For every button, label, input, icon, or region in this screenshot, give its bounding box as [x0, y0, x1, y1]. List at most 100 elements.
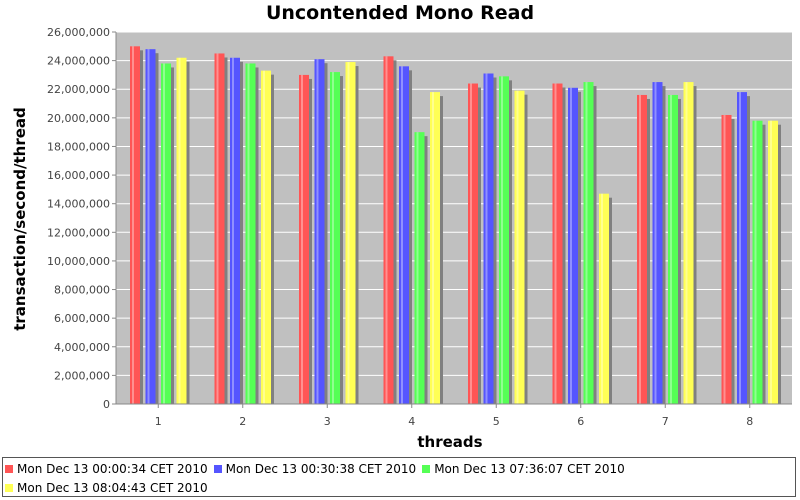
bar [161, 63, 171, 404]
bar-highlight [501, 76, 503, 404]
bar [399, 66, 409, 404]
bar-highlight [263, 70, 265, 404]
y-tick-label: 22,000,000 [47, 83, 110, 96]
bar [721, 114, 732, 404]
x-tick-label: 1 [155, 415, 162, 428]
legend-swatch [213, 464, 222, 473]
legend-swatch [422, 464, 431, 473]
bar-highlight [570, 87, 572, 405]
bar-highlight [554, 83, 557, 404]
bar [314, 59, 325, 404]
bar-highlight [178, 57, 181, 404]
bar-highlight [485, 73, 488, 404]
bar-highlight [247, 63, 250, 404]
bar [568, 87, 578, 405]
bar-highlight [754, 120, 757, 404]
bar-highlight [770, 120, 772, 404]
bar [345, 62, 356, 405]
bar-highlight [654, 82, 657, 405]
bar-highlight [639, 94, 641, 404]
bar-highlight [347, 62, 350, 405]
legend-label: Mon Dec 13 00:00:34 CET 2010 [17, 461, 208, 476]
bar-highlight [232, 57, 234, 404]
bar-highlight [316, 59, 319, 404]
x-tick-label: 3 [324, 415, 331, 428]
y-tick-label: 26,000,000 [47, 26, 110, 39]
y-tick-label: 18,000,000 [47, 140, 110, 153]
bar-highlight [432, 92, 434, 404]
bar [637, 94, 647, 404]
bar-highlight [332, 72, 334, 405]
y-tick-label: 16,000,000 [47, 169, 110, 182]
bar [668, 94, 678, 404]
bar-highlight [601, 193, 603, 404]
y-tick-label: 2,000,000 [54, 369, 110, 382]
bar [599, 193, 609, 404]
x-tick-label: 6 [577, 415, 584, 428]
bar [552, 83, 563, 404]
bar [483, 73, 494, 404]
bar [752, 120, 763, 404]
x-axis-label: threads [417, 433, 482, 451]
bar-highlight [132, 46, 134, 405]
y-tick-label: 10,000,000 [47, 255, 110, 268]
bar-highlight [416, 132, 419, 404]
bar [583, 82, 594, 405]
bar [652, 82, 663, 405]
legend-swatch [5, 483, 13, 492]
bar [414, 132, 425, 404]
bar-highlight [163, 63, 165, 404]
legend-item: Mon Dec 13 08:04:43 CET 2010 [5, 478, 208, 497]
bar [214, 53, 225, 404]
legend-label: Mon Dec 13 00:30:38 CET 2010 [225, 461, 417, 476]
bar-highlight [516, 90, 519, 405]
x-tick-label: 7 [662, 415, 669, 428]
bar [261, 70, 271, 404]
bar-highlight [723, 114, 726, 404]
bar [330, 72, 340, 405]
y-tick-label: 6,000,000 [54, 312, 110, 325]
y-tick-label: 12,000,000 [47, 226, 110, 239]
bar [683, 82, 694, 405]
legend-label: Mon Dec 13 08:04:43 CET 2010 [17, 480, 208, 495]
y-tick-label: 4,000,000 [54, 341, 110, 354]
bar-highlight [385, 56, 388, 404]
bar [514, 90, 525, 405]
legend-item: Mon Dec 13 07:36:07 CET 2010 [422, 459, 625, 478]
y-tick-label: 14,000,000 [47, 198, 110, 211]
y-axis-label: transaction/second/thread [11, 107, 29, 331]
bar [245, 63, 256, 404]
y-tick-label: 0 [103, 398, 110, 411]
chart-title: Uncontended Mono Read [265, 2, 535, 24]
bar [768, 120, 778, 404]
bar-highlight [585, 82, 588, 405]
bar-highlight [685, 82, 688, 405]
bar [299, 74, 309, 404]
bar [176, 57, 187, 404]
bar [383, 56, 394, 404]
y-tick-label: 20,000,000 [47, 112, 110, 125]
bar [468, 83, 478, 404]
legend-item: Mon Dec 13 00:30:38 CET 2010 [213, 459, 417, 478]
bar-chart: 0 2,000,000 4,000,000 6,000,000 8,000,000 10,… [11, 26, 792, 451]
x-tick-label: 5 [493, 415, 500, 428]
legend-swatch [5, 464, 13, 473]
bar-highlight [670, 94, 672, 404]
bar-highlight [470, 83, 472, 404]
legend: Mon Dec 13 00:00:34 CET 2010 Mon Dec 13 0… [2, 457, 796, 497]
bar [145, 49, 156, 405]
y-tick-label: 24,000,000 [47, 55, 110, 68]
bar-highlight [739, 92, 741, 404]
bar-highlight [301, 74, 303, 404]
x-tick-label: 4 [408, 415, 415, 428]
bar [130, 46, 140, 405]
bar [430, 92, 440, 404]
bar [737, 92, 747, 404]
y-tick-label: 8,000,000 [54, 284, 110, 297]
bar-highlight [147, 49, 150, 405]
x-tick-label: 2 [239, 415, 246, 428]
bar [499, 76, 509, 404]
legend-label: Mon Dec 13 07:36:07 CET 2010 [434, 461, 625, 476]
bar [230, 57, 240, 404]
legend-item: Mon Dec 13 00:00:34 CET 2010 [5, 459, 208, 478]
